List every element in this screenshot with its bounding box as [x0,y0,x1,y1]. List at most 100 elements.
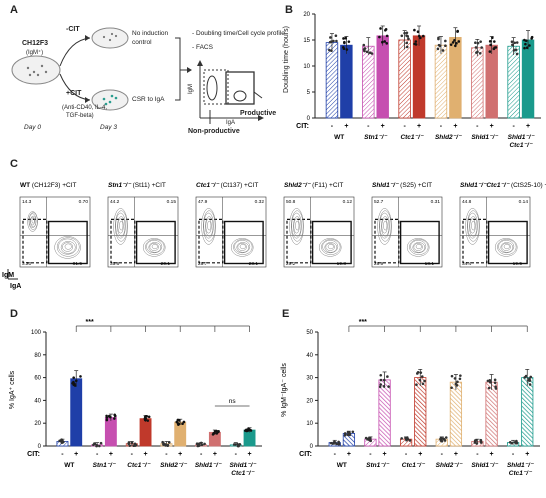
facs-plot: WT (CH12F3) +CIT 14.3 0.70 3.20 81.5 [19,182,91,268]
cit-sign-label: - [369,451,372,458]
cit-sign-label: - [165,451,168,458]
facs-gate-nonproductive [203,69,229,105]
y-tick-label: 20 [306,398,313,404]
data-point [453,39,456,42]
data-point [408,439,412,442]
contour-line [500,242,514,253]
contour-line [236,242,250,253]
data-point [212,431,216,435]
cit-sign-label: - [441,451,444,458]
genotype-label: WT [337,462,347,469]
data-point [414,43,418,46]
data-point [237,444,240,448]
data-point [480,46,483,49]
contour-line [497,239,517,255]
cit-sign-label: - [331,123,334,130]
cit-sign-label: + [526,123,530,130]
cit-sign-label: + [454,451,458,458]
data-point [362,47,366,51]
data-point [515,52,519,56]
data-point [147,415,151,419]
y-tick-label: 100 [31,330,42,336]
data-point [489,43,492,47]
iga-positive-chart: 0 20 40 60 80 100 - + - + - + - + - + - + CIT: WT Stn1⁻/⁻ Ctc… [9,319,262,477]
bar [104,417,117,447]
data-point [382,385,386,388]
y-tick-label: 80 [34,353,41,359]
data-point [387,385,390,388]
contour-line [325,243,335,251]
data-point [386,375,389,378]
quadrant-lr: 19.8 [337,261,347,267]
data-point [348,433,352,437]
data-point [529,375,533,379]
data-point [113,417,116,420]
bar [485,381,498,447]
sig-stars: *** [86,319,94,326]
cit-sign-label: + [347,451,351,458]
data-point [347,40,351,43]
data-point [167,441,171,444]
bar [485,44,498,119]
cit-label: CIT: [296,123,309,130]
data-point [423,379,426,383]
c-iga-label: IgA [10,283,21,290]
quadrant-ur: 0.12 [343,199,353,205]
data-point [494,387,498,390]
data-point [382,378,386,382]
bar [325,42,339,119]
contour-line [383,220,388,231]
cit-sign-label: - [476,123,479,130]
productive-label: Productive [240,110,277,117]
contour-line [115,210,128,242]
facs-title: Shld1⁻/⁻Ctc1⁻/⁻ (CtS25-10) +CIT [460,182,546,189]
data-point [381,40,384,44]
facs-plot: Stn1⁻/⁻ (St11) +CIT 44.2 0.15 35.6 20.1 [107,182,179,268]
contour-line [412,242,426,253]
igm-iga-negative-chart: 0 10 20 30 40 50 - + - + - + - + - + - + CIT: WT Stn1⁻/⁻ Ctc1… [281,319,540,477]
data-point [530,35,534,39]
data-point [72,376,75,379]
facs-clone: (CH12F3) +CIT [32,182,77,189]
data-point [335,39,338,43]
bar [174,421,187,447]
data-point [403,31,406,35]
contour-line [203,212,214,239]
data-point [451,41,455,44]
cit-sign-label: - [512,123,515,130]
facs-genotype: Shld1⁻/⁻Ctc1⁻/⁻ [460,182,511,189]
cit-sign-label: + [418,451,422,458]
contour-line [146,240,163,254]
data-point [421,382,425,386]
contour-line [293,218,300,234]
data-point [109,415,112,419]
data-point [369,439,372,443]
quadrant-lr: 18.1 [425,261,435,267]
stim-label-2: TGF-beta) [66,113,94,119]
data-point [195,442,199,446]
y-tick-label: 0 [310,444,314,450]
data-point [511,43,514,46]
contour-line [406,238,430,257]
facs-plot: Ctc1⁻/⁻ (Ct137) +CIT 47.9 0.32 28.7 23.1 [195,182,267,268]
contour-line [205,216,214,237]
contour-line [149,243,159,251]
data-point [405,41,409,45]
quadrant-ur: 0.15 [167,199,177,205]
data-point [378,385,382,389]
panel-d-iga-chart: 0 20 40 60 80 100 - + - + - + - + - + - + CIT: WT Stn1⁻/⁻ Ctc… [0,318,270,493]
gate-nonproductive [110,218,136,264]
data-point [479,40,482,43]
data-point [216,430,220,434]
data-point [334,34,338,38]
data-point [342,37,345,40]
quadrant-ur: 0.31 [431,199,441,205]
contour-line [410,240,427,254]
data-point [92,443,95,447]
facs-plots-svg: WT (CH12F3) +CIT 14.3 0.70 3.20 81.5 Stn1⁻/⁻ … [2,182,546,290]
facs-igm-label: IgM [188,83,195,95]
contour-line [498,240,515,254]
y-tick-label: 10 [306,421,313,427]
data-point [182,420,186,424]
panel-label-d: D [10,308,18,320]
